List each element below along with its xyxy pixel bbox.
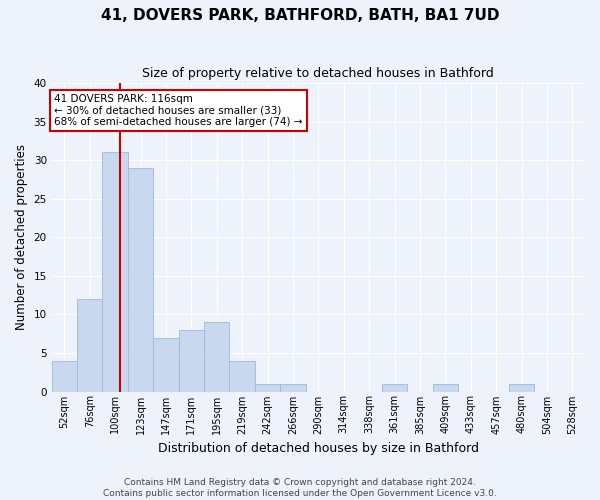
Text: Contains HM Land Registry data © Crown copyright and database right 2024.
Contai: Contains HM Land Registry data © Crown c… (103, 478, 497, 498)
Bar (77, 299, 103, 392)
Bar (103, 152, 128, 392)
Bar (204, 322, 229, 392)
Text: 41, DOVERS PARK, BATHFORD, BATH, BA1 7UD: 41, DOVERS PARK, BATHFORD, BATH, BA1 7UD (101, 8, 499, 22)
Bar (128, 168, 153, 392)
Bar (433, 384, 458, 392)
Bar (52, 360, 77, 392)
Title: Size of property relative to detached houses in Bathford: Size of property relative to detached ho… (142, 68, 494, 80)
Bar (179, 330, 204, 392)
Text: 41 DOVERS PARK: 116sqm
← 30% of detached houses are smaller (33)
68% of semi-det: 41 DOVERS PARK: 116sqm ← 30% of detached… (55, 94, 303, 127)
Bar (509, 384, 534, 392)
Y-axis label: Number of detached properties: Number of detached properties (15, 144, 28, 330)
Bar (382, 384, 407, 392)
Bar (153, 338, 179, 392)
X-axis label: Distribution of detached houses by size in Bathford: Distribution of detached houses by size … (158, 442, 479, 455)
Bar (255, 384, 280, 392)
Bar (229, 360, 255, 392)
Bar (280, 384, 305, 392)
